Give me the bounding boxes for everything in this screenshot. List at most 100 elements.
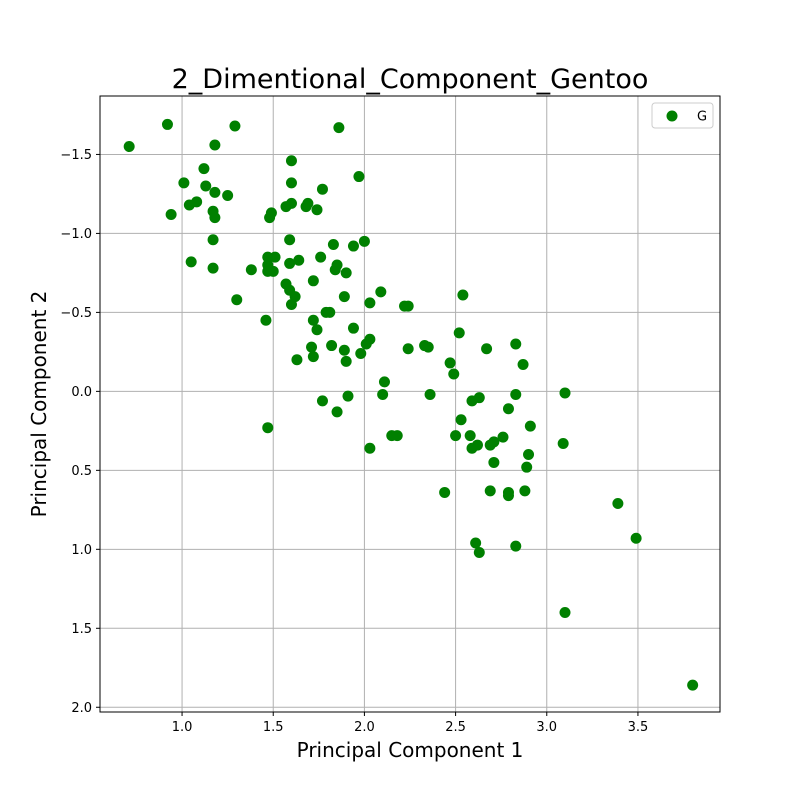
scatter-point <box>200 180 212 192</box>
scatter-point <box>353 171 365 183</box>
scatter-point <box>377 389 389 401</box>
legend: G <box>651 102 714 129</box>
scatter-point <box>464 430 476 442</box>
scatter-point <box>510 540 522 552</box>
scatter-point <box>311 204 323 216</box>
scatter-point <box>245 264 257 276</box>
y-tick-label: 0.0 <box>71 385 92 400</box>
scatter-point <box>198 163 210 175</box>
scatter-point <box>267 265 279 277</box>
scatter-point <box>178 177 190 189</box>
scatter-point <box>347 322 359 334</box>
legend-box <box>651 102 714 129</box>
y-tick-label: −1.5 <box>60 148 92 163</box>
y-tick-label: 2.0 <box>71 701 92 716</box>
scatter-point <box>470 537 482 549</box>
scatter-point <box>559 387 571 399</box>
x-tick-label: 1.0 <box>172 720 193 735</box>
scatter-point <box>391 430 403 442</box>
scatter-point <box>355 347 367 359</box>
scatter-point <box>523 449 535 461</box>
chart-title: 2_Dimentional_Component_Gentoo <box>172 64 649 95</box>
scatter-point <box>207 234 219 246</box>
scatter-point <box>519 485 531 497</box>
scatter-point <box>333 122 345 134</box>
scatter-point <box>285 298 297 310</box>
scatter-point <box>231 294 243 306</box>
scatter-point <box>338 291 350 303</box>
scatter-point <box>488 456 500 468</box>
scatter-point <box>161 118 173 130</box>
scatter-point <box>329 264 341 276</box>
scatter-point <box>222 190 234 202</box>
x-tick-label: 3.5 <box>628 720 649 735</box>
scatter-point <box>422 341 434 353</box>
x-tick-label: 3.0 <box>536 720 557 735</box>
scatter-point <box>316 183 328 195</box>
x-tick-label: 2.5 <box>445 720 466 735</box>
scatter-point <box>402 300 414 312</box>
scatter-point <box>450 430 462 442</box>
y-tick-label: −0.5 <box>60 306 92 321</box>
y-axis-label: Principal Component 2 <box>27 291 51 518</box>
scatter-point <box>342 390 354 402</box>
scatter-point <box>402 343 414 355</box>
scatter-point <box>285 177 297 189</box>
scatter-point <box>307 351 319 363</box>
legend-marker <box>666 110 678 122</box>
scatter-point <box>364 297 376 309</box>
scatter-point <box>209 212 221 224</box>
x-tick-label: 1.5 <box>263 720 284 735</box>
data-points <box>123 118 699 691</box>
scatter-point <box>311 324 323 336</box>
grid-lines <box>100 96 720 712</box>
scatter-point <box>264 212 276 224</box>
scatter-point <box>284 257 296 269</box>
scatter-point <box>209 139 221 151</box>
scatter-point <box>260 314 272 326</box>
scatter-point <box>358 235 370 247</box>
scatter-point <box>630 532 642 544</box>
scatter-point <box>316 395 328 407</box>
scatter-point <box>285 155 297 167</box>
scatter-point <box>306 341 318 353</box>
scatter-point <box>378 376 390 388</box>
scatter-point <box>557 437 569 449</box>
scatter-point <box>364 442 376 454</box>
scatter-point <box>473 546 485 558</box>
y-tick-label: 0.5 <box>71 464 92 479</box>
scatter-point <box>453 327 465 339</box>
y-tick-label: 1.0 <box>71 543 92 558</box>
scatter-point <box>331 406 343 418</box>
scatter-point <box>307 314 319 326</box>
scatter-point <box>502 403 514 415</box>
scatter-point <box>455 414 467 426</box>
scatter-point <box>517 359 529 371</box>
scatter-point <box>280 201 292 213</box>
scatter-point <box>360 338 372 350</box>
scatter-point <box>291 354 303 366</box>
scatter-point <box>307 275 319 287</box>
scatter-point <box>284 234 296 246</box>
y-tick-label: −1.0 <box>60 227 92 242</box>
scatter-point <box>229 120 241 132</box>
scatter-point <box>183 199 195 211</box>
scatter-point <box>502 490 514 502</box>
scatter-point <box>484 439 496 451</box>
scatter-point <box>448 368 460 380</box>
scatter-point <box>293 254 305 266</box>
scatter-point <box>165 208 177 220</box>
scatter-point <box>324 306 336 318</box>
scatter-point <box>466 395 478 407</box>
scatter-point <box>209 186 221 198</box>
scatter-point <box>327 238 339 250</box>
scatter-point <box>347 240 359 252</box>
scatter-point <box>687 679 699 691</box>
scatter-point <box>424 389 436 401</box>
scatter-point <box>269 251 281 263</box>
scatter-point <box>457 289 469 301</box>
scatter-point <box>466 442 478 454</box>
